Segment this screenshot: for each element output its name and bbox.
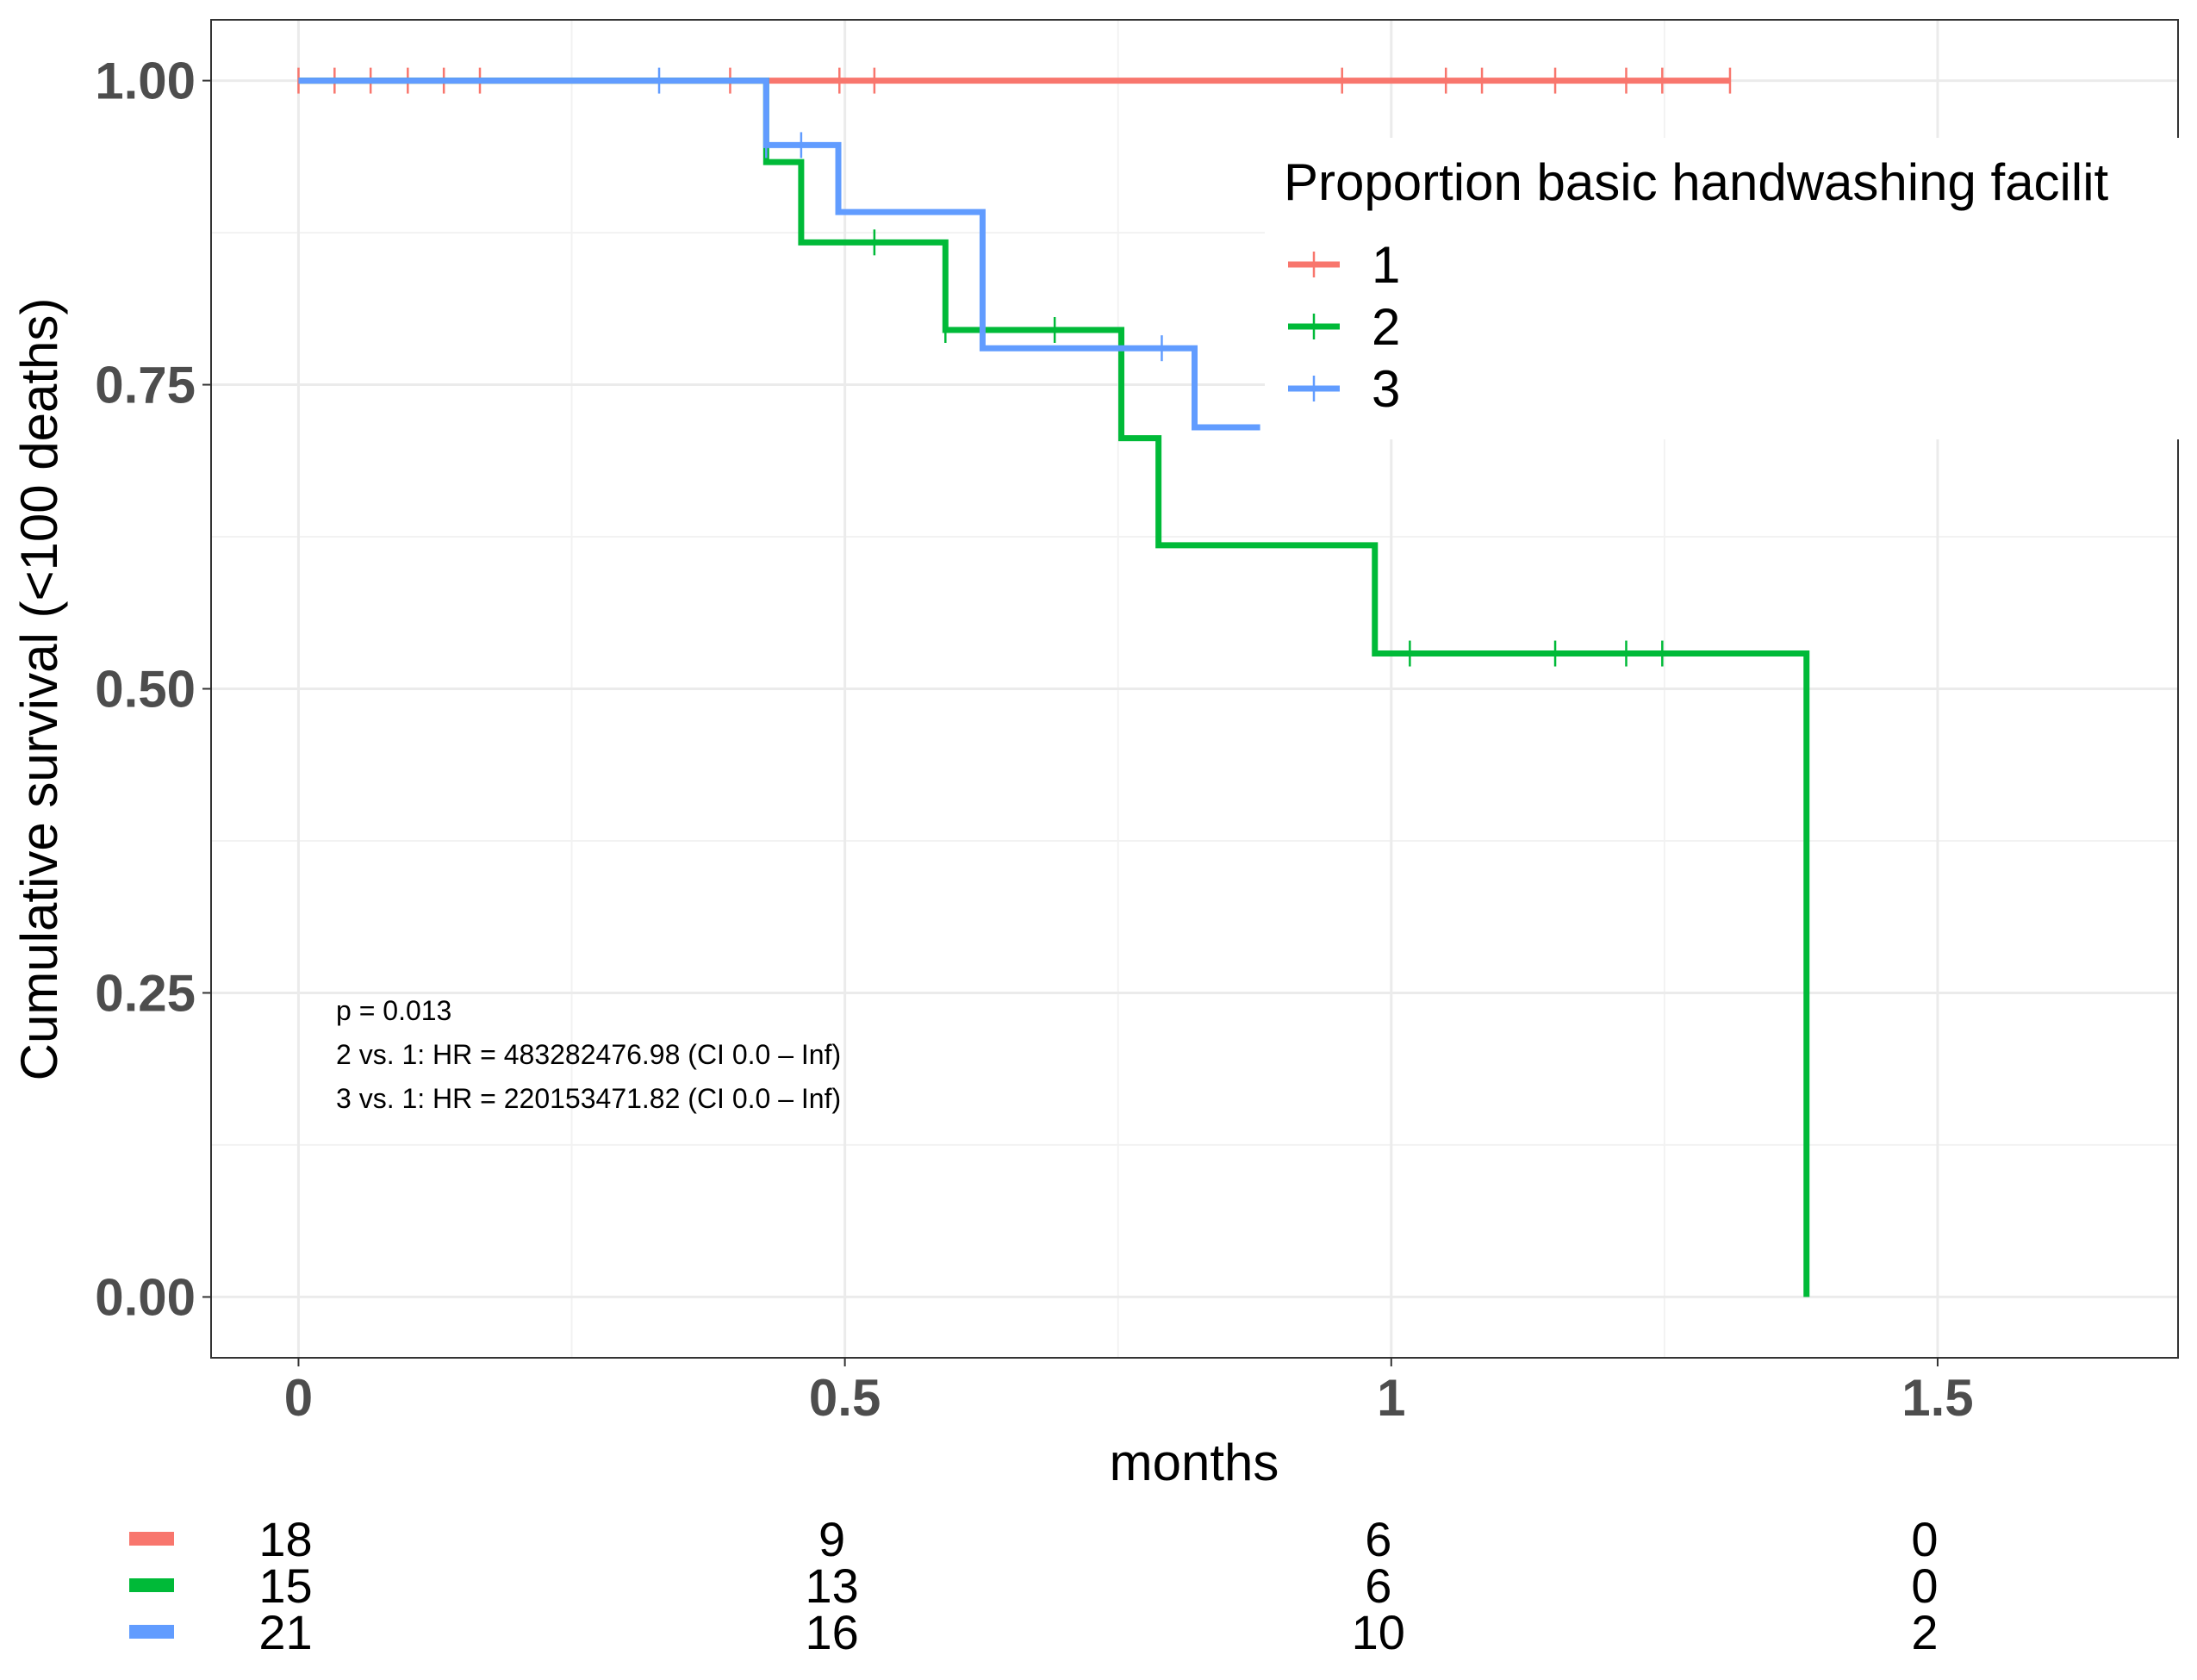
risk-value: 0 (1911, 1559, 1938, 1613)
y-tick-label: 0.75 (95, 357, 196, 414)
risk-row: 18 9 6 0 (129, 1512, 1939, 1566)
x-tick-label: 1.5 (1901, 1369, 1973, 1427)
risk-row-swatch (129, 1578, 174, 1592)
legend-label: 2 (1372, 298, 1400, 356)
statistics-annotations: p = 0.013 2 vs. 1: HR = 483282476.98 (CI… (336, 995, 841, 1114)
series-3 (298, 67, 1260, 431)
x-axis-title: months (1110, 1434, 1279, 1491)
risk-value: 9 (818, 1512, 845, 1566)
risk-row-swatch (129, 1532, 174, 1546)
legend-item-3: 3 (1288, 360, 1400, 418)
risk-value: 21 (258, 1605, 312, 1659)
legend-item-2: 2 (1288, 298, 1400, 356)
risk-row: 15 13 6 0 (129, 1559, 1939, 1613)
p-value-annotation: p = 0.013 (336, 995, 451, 1026)
legend-title: Proportion basic handwashing facilit (1284, 153, 2109, 211)
risk-value: 6 (1365, 1512, 1391, 1566)
x-tick-label: 0.5 (809, 1369, 881, 1427)
risk-value: 10 (1352, 1605, 1405, 1659)
y-tick-label: 0.50 (95, 661, 196, 719)
hr-3-vs-1-annotation: 3 vs. 1: HR = 220153471.82 (CI 0.0 – Inf… (336, 1083, 841, 1114)
y-axis-ticks: 0.00 0.25 0.50 0.75 1.00 (95, 53, 211, 1326)
risk-row: 21 16 10 2 (129, 1605, 1939, 1659)
y-tick-label: 1.00 (95, 53, 196, 110)
y-tick-label: 0.00 (95, 1268, 196, 1326)
risk-value: 2 (1911, 1605, 1938, 1659)
survival-line-2 (298, 78, 1810, 1297)
x-axis-ticks: 0 0.5 1 1.5 (284, 1358, 1974, 1427)
risk-value: 13 (805, 1559, 858, 1613)
risk-row-swatch (129, 1625, 174, 1639)
risk-value: 18 (258, 1512, 312, 1566)
legend-label: 3 (1372, 360, 1400, 418)
risk-table: 18 9 6 0 15 13 6 0 21 16 10 2 (129, 1512, 1939, 1659)
series-2 (298, 78, 1810, 1297)
x-tick-label: 1 (1377, 1369, 1405, 1427)
x-tick-label: 0 (284, 1369, 313, 1427)
risk-value: 15 (258, 1559, 312, 1613)
legend-item-1: 1 (1288, 236, 1400, 294)
survival-curves (297, 67, 1810, 1297)
risk-value: 6 (1365, 1559, 1391, 1613)
y-axis-title: Cumulative survival (<100 deaths) (10, 298, 68, 1081)
survival-line-3 (298, 78, 1260, 431)
risk-value: 0 (1911, 1512, 1938, 1566)
legend: Proportion basic handwashing facilit 123 (1265, 138, 2197, 439)
y-tick-label: 0.25 (95, 964, 196, 1022)
legend-label: 1 (1372, 236, 1400, 294)
legend-background (1265, 138, 2197, 439)
hr-2-vs-1-annotation: 2 vs. 1: HR = 483282476.98 (CI 0.0 – Inf… (336, 1039, 841, 1070)
risk-value: 16 (805, 1605, 858, 1659)
